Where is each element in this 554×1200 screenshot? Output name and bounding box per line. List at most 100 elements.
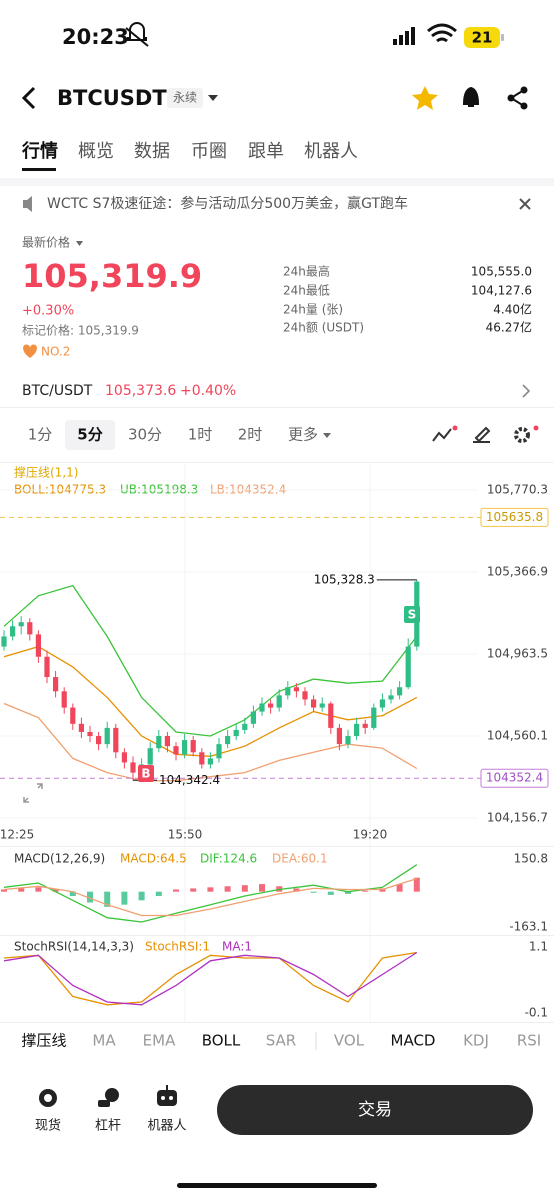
macd-bar: [18, 888, 25, 892]
stoch-legend: MA:1: [222, 940, 252, 954]
back-button[interactable]: [21, 86, 36, 110]
last-price: 105,319.9: [22, 257, 202, 295]
battery-level: 21: [472, 29, 493, 47]
spot-chevron[interactable]: [522, 384, 531, 398]
spot-icon[interactable]: [39, 1089, 57, 1107]
indicator-tab[interactable]: RSI: [517, 1032, 541, 1050]
symbol: BTCUSDT: [57, 86, 167, 110]
macd-bar: [345, 891, 351, 894]
wifi-icon: [427, 23, 457, 43]
candle-body: [259, 703, 265, 712]
indicator-tab[interactable]: 撑压线: [21, 1032, 66, 1050]
share-icon[interactable]: [507, 86, 528, 110]
interval[interactable]: 1分: [28, 426, 53, 444]
y-tick-label: 1.1: [529, 940, 548, 954]
settings-icon[interactable]: [514, 427, 530, 443]
stat-label: 24h量 (张): [283, 303, 343, 317]
time-label: 15:50: [168, 828, 203, 842]
macd-bar: [362, 890, 369, 892]
candle-body: [35, 634, 41, 657]
stat-value: 104,127.6: [471, 284, 532, 298]
macd-bar: [35, 887, 42, 892]
battery-tip: [501, 34, 504, 41]
alert-bell[interactable]: [462, 86, 480, 107]
interval[interactable]: 2时: [238, 426, 263, 444]
indicator-tab[interactable]: MA: [92, 1032, 116, 1050]
candle-body: [104, 727, 110, 745]
indicator-tab[interactable]: SAR: [266, 1032, 296, 1050]
dea-line: [3, 877, 417, 917]
indicator-tab[interactable]: KDJ: [463, 1032, 489, 1050]
candle-body: [87, 731, 93, 737]
stat-value: 105,555.0: [471, 265, 532, 279]
tab[interactable]: 机器人: [304, 141, 358, 162]
macd-legend: MACD(12,26,9): [14, 852, 105, 866]
interval[interactable]: 5分: [77, 426, 102, 444]
indicator-tab[interactable]: MACD: [391, 1032, 436, 1050]
draw-icon[interactable]: [473, 426, 491, 443]
indicator-tab[interactable]: VOL: [334, 1032, 365, 1050]
candle-body: [147, 748, 153, 765]
indicator-tab[interactable]: EMA: [143, 1032, 176, 1050]
favorite-star[interactable]: [412, 86, 438, 110]
candle-body: [207, 758, 213, 765]
tab[interactable]: 数据: [134, 141, 170, 162]
symbol-dropdown[interactable]: [208, 95, 218, 101]
candle-body: [44, 656, 50, 678]
candle-body: [18, 622, 24, 627]
interval[interactable]: 30分: [128, 426, 162, 444]
price-dropdown[interactable]: [76, 241, 83, 246]
tab[interactable]: 概览: [78, 141, 114, 162]
rank: NO.2: [41, 345, 70, 359]
interval[interactable]: 1时: [188, 426, 213, 444]
more-dropdown[interactable]: [323, 433, 331, 438]
divider: [0, 407, 554, 408]
expand-icon[interactable]: [23, 783, 43, 803]
tab[interactable]: 行情: [21, 140, 58, 162]
sell-marker: S: [408, 608, 417, 622]
stoch-k-line: [3, 951, 417, 1006]
candle-body: [53, 677, 59, 692]
candle-body: [1, 636, 7, 647]
margin-icon[interactable]: [98, 1088, 119, 1107]
level-box: [480, 768, 549, 788]
macd-bar: [1, 889, 7, 892]
notice-close[interactable]: [519, 198, 531, 210]
indicator-icon[interactable]: [432, 428, 452, 442]
nav-label[interactable]: 现货: [35, 1118, 61, 1134]
stoch-ma-line: [3, 951, 418, 1006]
nav-label[interactable]: 机器人: [147, 1119, 186, 1134]
trade-button[interactable]: [217, 1085, 533, 1135]
y-tick-label: 104,963.5: [487, 647, 548, 661]
home-indicator: [177, 1183, 377, 1188]
indicator-tab[interactable]: BOLL: [202, 1032, 241, 1050]
divider: [0, 846, 554, 847]
candle-body: [233, 729, 239, 737]
divider: [0, 1022, 554, 1023]
trade-label[interactable]: 交易: [358, 1100, 392, 1120]
interval[interactable]: 更多: [288, 426, 318, 444]
level-label: 105635.8: [486, 510, 543, 524]
candle-body: [27, 622, 33, 635]
y-tick-label: 105,770.3: [487, 483, 548, 497]
candle-body: [319, 703, 325, 708]
candle-body: [199, 752, 205, 765]
contract-tag: 永续: [173, 91, 197, 105]
notice-text[interactable]: WCTC S7极速征途：参与活动瓜分500万美金，赢GT跑车: [47, 195, 408, 212]
candle-body: [285, 687, 291, 696]
tab[interactable]: 币圈: [191, 141, 227, 162]
macd-bar: [52, 889, 59, 892]
buy-marker: B: [141, 767, 150, 781]
candle-body: [216, 744, 222, 759]
candle-body: [173, 746, 179, 755]
tab[interactable]: 跟单: [248, 141, 284, 162]
spot-pair[interactable]: BTC/USDT: [22, 383, 93, 399]
buy-marker-bg: [138, 765, 154, 782]
nav-label[interactable]: 杠杆: [95, 1118, 121, 1134]
candle-body: [302, 691, 308, 700]
bot-icon[interactable]: [157, 1085, 177, 1106]
battery: [464, 27, 500, 48]
macd-bar: [310, 891, 317, 893]
tag-bg: [167, 88, 203, 108]
